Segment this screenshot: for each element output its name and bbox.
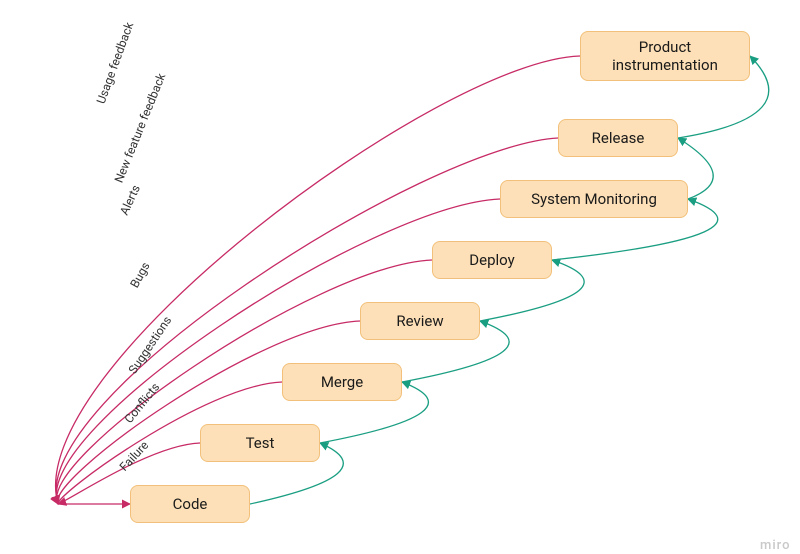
feedback-label-merge: Conflicts xyxy=(122,380,163,426)
edge-layer xyxy=(0,0,800,554)
node-monitor: System Monitoring xyxy=(500,180,688,218)
watermark: miro xyxy=(760,538,790,553)
feedback-label-release: New feature feedback xyxy=(112,71,169,185)
feedback-label-test: Failure xyxy=(117,438,152,474)
node-release: Release xyxy=(558,119,678,157)
node-code: Code xyxy=(130,485,250,523)
node-review: Review xyxy=(360,302,480,340)
feedback-label-monitor: Alerts xyxy=(117,183,143,218)
node-deploy: Deploy xyxy=(432,241,552,279)
feedback-label-product: Usage feedback xyxy=(94,20,136,105)
feedback-edge-review xyxy=(57,321,360,504)
node-merge: Merge xyxy=(282,363,402,401)
feedback-label-review: Suggestions xyxy=(126,314,175,377)
feedback-label-deploy: Bugs xyxy=(127,260,152,290)
node-test: Test xyxy=(200,424,320,462)
node-product: Product instrumentation xyxy=(580,31,750,81)
